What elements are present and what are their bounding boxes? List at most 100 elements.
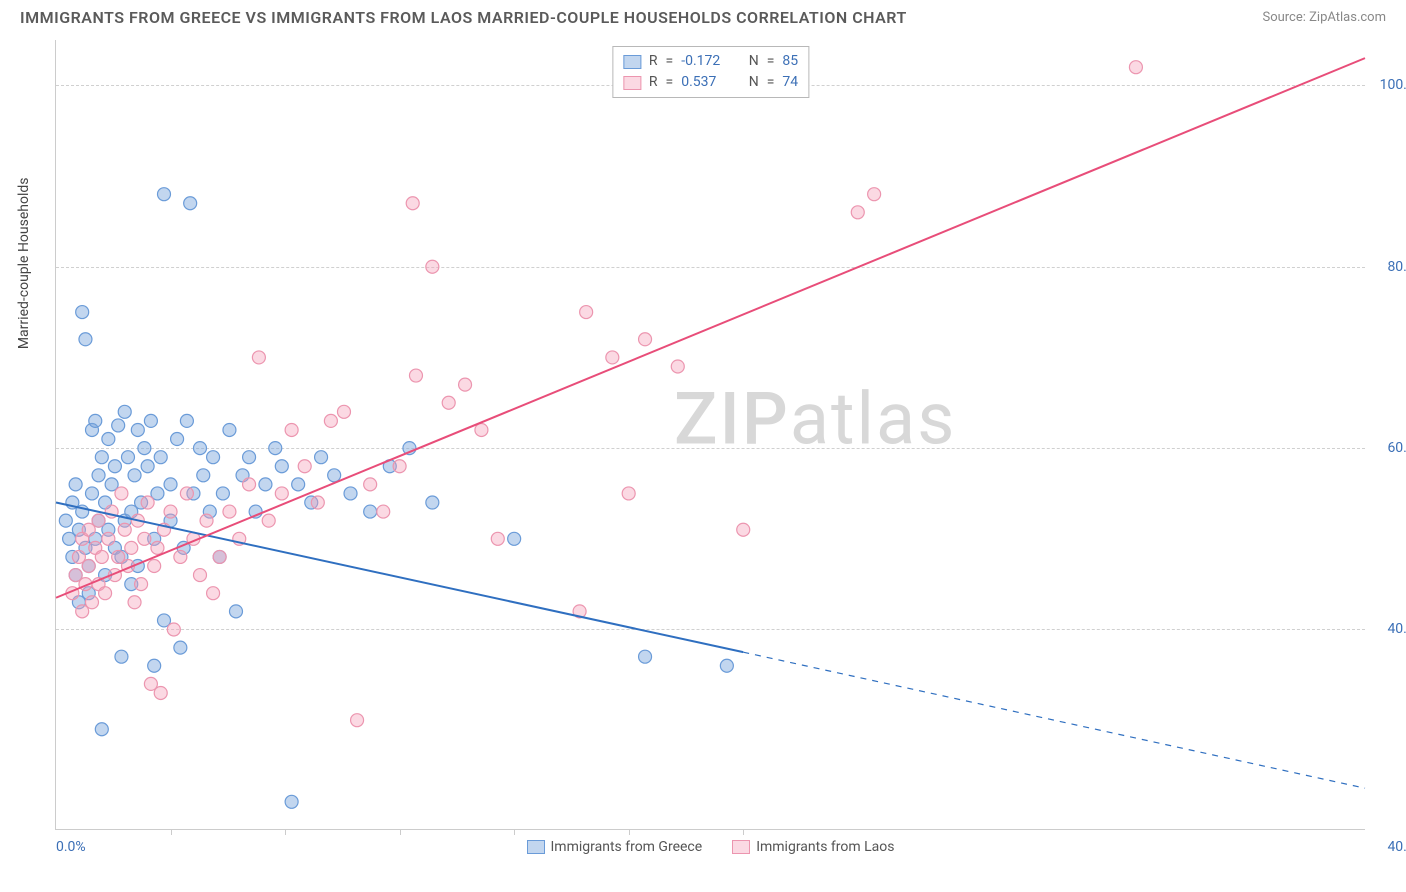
data-point-greece [82, 587, 95, 600]
data-point-greece [72, 596, 85, 609]
data-point-laos [118, 523, 131, 536]
data-point-laos [76, 605, 89, 618]
data-point-greece [315, 451, 328, 464]
data-point-greece [157, 188, 170, 201]
y-tick-label: 80.0% [1387, 259, 1406, 275]
data-point-greece [197, 469, 210, 482]
data-point-laos [180, 487, 193, 500]
data-point-greece [236, 469, 249, 482]
grid-line [56, 267, 1365, 268]
data-point-greece [118, 514, 131, 527]
data-point-laos [164, 505, 177, 518]
chart-title: IMMIGRANTS FROM GREECE VS IMMIGRANTS FRO… [20, 8, 907, 27]
data-point-greece [213, 550, 226, 563]
data-point-greece [148, 532, 161, 545]
data-point-greece [383, 460, 396, 473]
data-point-laos [364, 478, 377, 491]
data-point-greece [364, 505, 377, 518]
y-axis-title: Married-couple Households [16, 177, 32, 349]
data-point-laos [72, 550, 85, 563]
data-point-laos [298, 460, 311, 473]
data-point-greece [131, 423, 144, 436]
data-point-greece [108, 541, 121, 554]
data-point-laos [233, 532, 246, 545]
data-point-greece [115, 550, 128, 563]
data-point-laos [79, 578, 92, 591]
y-tick-label: 60.0% [1387, 440, 1406, 456]
data-point-greece [76, 505, 89, 518]
data-point-laos [154, 686, 167, 699]
data-point-laos [82, 560, 95, 573]
data-point-greece [144, 414, 157, 427]
data-point-greece [426, 496, 439, 509]
data-point-greece [102, 433, 115, 446]
data-point-laos [193, 569, 206, 582]
data-point-laos [187, 532, 200, 545]
x-tick [400, 829, 401, 835]
data-point-laos [262, 514, 275, 527]
x-tick [171, 829, 172, 835]
data-point-laos [671, 360, 684, 373]
data-point-greece [164, 514, 177, 527]
data-point-laos [144, 677, 157, 690]
data-point-laos [92, 578, 105, 591]
data-point-laos [121, 560, 134, 573]
chart-header: IMMIGRANTS FROM GREECE VS IMMIGRANTS FRO… [0, 0, 1406, 31]
data-point-greece [223, 423, 236, 436]
data-point-laos [475, 423, 488, 436]
data-point-laos [76, 532, 89, 545]
data-point-greece [157, 614, 170, 627]
data-point-laos [213, 550, 226, 563]
data-point-greece [85, 423, 98, 436]
data-point-greece [102, 523, 115, 536]
data-point-laos [92, 514, 105, 527]
legend-swatch-laos [732, 840, 750, 854]
data-point-laos [115, 487, 128, 500]
data-point-laos [95, 550, 108, 563]
data-point-greece [66, 550, 79, 563]
data-point-laos [459, 378, 472, 391]
x-axis-origin-label: 0.0% [56, 839, 86, 855]
legend-swatch-laos [623, 76, 641, 90]
data-point-greece [639, 650, 652, 663]
data-point-laos [148, 560, 161, 573]
data-point-greece [305, 496, 318, 509]
data-point-greece [92, 514, 105, 527]
chart-plot-area: Married-couple Households 40.0%60.0%80.0… [55, 40, 1365, 830]
trend-line-laos [56, 58, 1365, 598]
data-point-laos [112, 550, 125, 563]
source-attribution: Source: ZipAtlas.com [1262, 10, 1386, 25]
data-point-greece [508, 532, 521, 545]
data-point-laos [207, 587, 220, 600]
data-point-greece [69, 569, 82, 582]
series-legend-item: Immigrants from Laos [732, 839, 894, 855]
data-point-greece [249, 505, 262, 518]
data-point-laos [622, 487, 635, 500]
data-point-greece [128, 469, 141, 482]
correlation-legend-row: R = -0.172 N = 85 [623, 51, 798, 72]
data-point-laos [851, 206, 864, 219]
data-point-laos [252, 351, 265, 364]
data-point-greece [292, 478, 305, 491]
data-point-greece [69, 478, 82, 491]
data-point-laos [639, 333, 652, 346]
data-point-greece [99, 496, 112, 509]
data-point-greece [229, 605, 242, 618]
data-point-laos [151, 541, 164, 554]
data-point-greece [105, 478, 118, 491]
data-point-greece [59, 514, 72, 527]
data-point-greece [184, 197, 197, 210]
data-point-laos [131, 514, 144, 527]
series-legend: Immigrants from Greece Immigrants from L… [527, 839, 895, 855]
data-point-laos [69, 569, 82, 582]
data-point-laos [409, 369, 422, 382]
data-point-greece [344, 487, 357, 500]
correlation-legend: R = -0.172 N = 85 R = 0.537 N = 74 [612, 46, 809, 98]
data-point-greece [135, 496, 148, 509]
data-point-greece [216, 487, 229, 500]
data-point-laos [377, 505, 390, 518]
data-point-greece [180, 414, 193, 427]
data-point-laos [1129, 61, 1142, 74]
data-point-greece [187, 487, 200, 500]
data-point-greece [115, 650, 128, 663]
